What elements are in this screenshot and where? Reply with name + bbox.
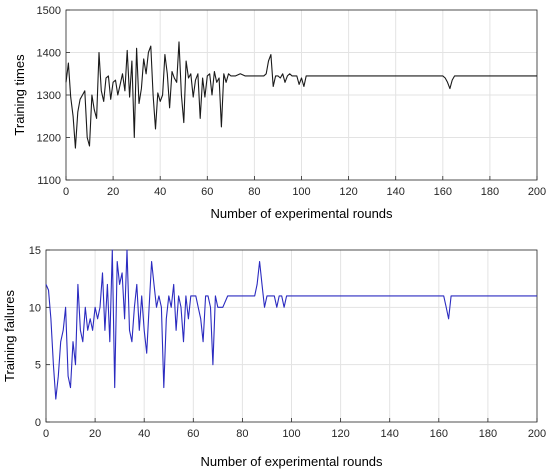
chart-1: 0 20 40 60 80 100 120 140 160 180 200 1100 1200 1300 1… (12, 5, 546, 221)
chart-2: 0 20 40 60 80 100 120 140 160 180 200 0 5 10 15 Number … (2, 245, 546, 469)
x-tick-label: 200 (528, 428, 546, 440)
series-line-1 (45, 249, 537, 400)
x-tick-label: 180 (481, 186, 499, 198)
y-tick-label: 0 (35, 417, 41, 429)
y-axis-label: Training failures (2, 290, 17, 383)
y-tick-label: 1300 (37, 90, 61, 102)
x-tick-label: 20 (107, 186, 119, 198)
x-tick-label: 140 (387, 186, 405, 198)
y-tick-label: 1500 (37, 5, 61, 17)
x-tick-label: 0 (43, 428, 49, 440)
x-tick-label: 20 (89, 428, 101, 440)
x-tick-label: 40 (154, 186, 166, 198)
x-tick-label: 140 (381, 428, 399, 440)
y-tick-label: 15 (29, 245, 41, 257)
x-tick-label: 40 (138, 428, 150, 440)
x-tick-label: 100 (292, 186, 310, 198)
x-tick-label: 120 (331, 428, 349, 440)
x-tick-label: 0 (63, 186, 69, 198)
x-axis-label: Number of experimental rounds (200, 454, 383, 469)
y-axis-label: Training times (12, 54, 27, 136)
x-tick-label: 120 (339, 186, 357, 198)
y-tick-label: 1100 (37, 175, 61, 187)
x-tick-label: 60 (201, 186, 213, 198)
y-tick-label: 1400 (37, 48, 61, 60)
x-tick-label: 80 (236, 428, 248, 440)
x-tick-label: 180 (479, 428, 497, 440)
y-tick-label: 1200 (37, 133, 61, 145)
x-axis-label: Number of experimental rounds (210, 206, 393, 221)
y-tick-label: 10 (29, 302, 41, 314)
x-tick-label: 160 (430, 428, 448, 440)
series-line-1 (65, 41, 537, 149)
x-tick-label: 160 (434, 186, 452, 198)
x-tick-label: 100 (282, 428, 300, 440)
x-tick-label: 60 (187, 428, 199, 440)
y-tick-label: 5 (35, 360, 41, 372)
x-tick-label: 80 (248, 186, 260, 198)
x-tick-label: 200 (528, 186, 546, 198)
